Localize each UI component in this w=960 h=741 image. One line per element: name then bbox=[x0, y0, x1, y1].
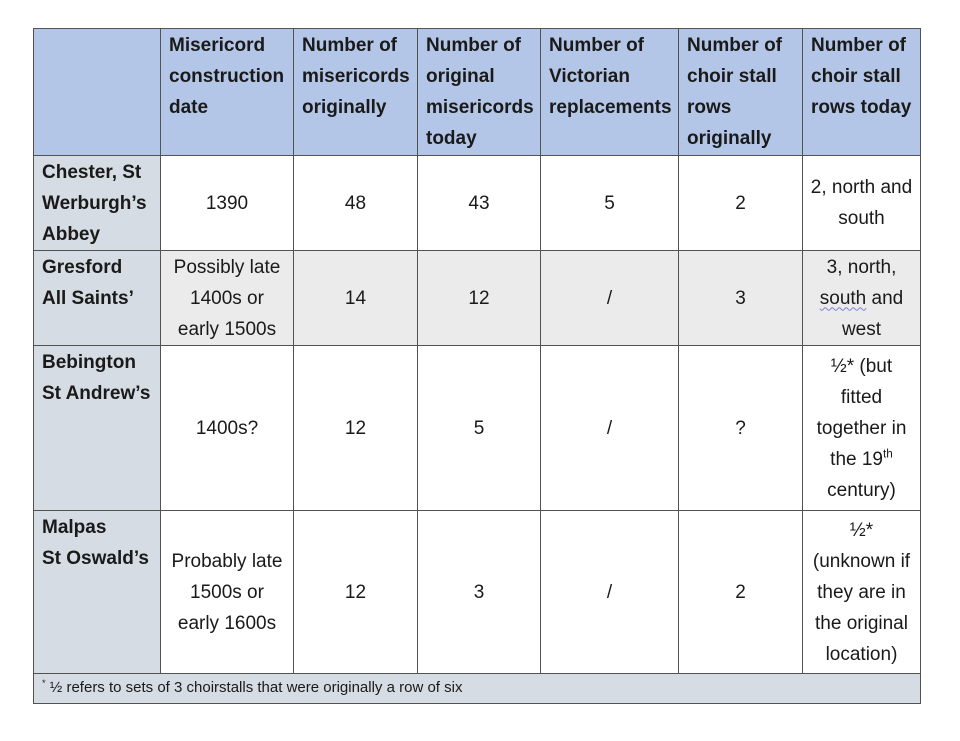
table-cell: 3 bbox=[678, 250, 803, 346]
table-cell: Probably late 1500s or early 1600s bbox=[160, 510, 294, 674]
header-construction-date: Misericord construction date bbox=[160, 28, 294, 156]
table-row-gresford: Gresford All Saints’ Possibly late 1400s… bbox=[33, 250, 921, 346]
table-cell: / bbox=[540, 510, 679, 674]
table-cell: 3 bbox=[417, 510, 541, 674]
table-cell: 2 bbox=[678, 510, 803, 674]
table-cell: 2, north and south bbox=[802, 155, 921, 251]
table-cell: 12 bbox=[417, 250, 541, 346]
table-row-malpas: Malpas St Oswald’s Probably late 1500s o… bbox=[33, 510, 921, 674]
table-cell: 12 bbox=[293, 510, 418, 674]
table-cell: Possibly late 1400s or early 1500s bbox=[160, 250, 294, 346]
header-original-misericords-today: Number of original misericords today bbox=[417, 28, 541, 156]
header-row: Misericord construction date Number of m… bbox=[33, 28, 921, 156]
table-cell: ½* (but fitted together in the 19th cent… bbox=[802, 345, 921, 511]
row-header-malpas: Malpas St Oswald’s bbox=[33, 510, 161, 674]
table-cell: 5 bbox=[540, 155, 679, 251]
header-misericords-originally: Number of misericords originally bbox=[293, 28, 418, 156]
table-cell: 12 bbox=[293, 345, 418, 511]
table-cell: 2 bbox=[678, 155, 803, 251]
table-row-bebington: Bebington St Andrew’s 1400s? 12 5 / ? ½*… bbox=[33, 345, 921, 511]
table-cell: ½* (unknown if they are in the original … bbox=[802, 510, 921, 674]
table-cell: 48 bbox=[293, 155, 418, 251]
header-empty-cell bbox=[33, 28, 161, 156]
table-cell: 43 bbox=[417, 155, 541, 251]
footnote: * ½ refers to sets of 3 choirstalls that… bbox=[33, 673, 921, 704]
footnote-row: * ½ refers to sets of 3 choirstalls that… bbox=[33, 673, 921, 704]
table-cell: 5 bbox=[417, 345, 541, 511]
table-cell: 14 bbox=[293, 250, 418, 346]
misericords-table: Misericord construction date Number of m… bbox=[33, 28, 921, 704]
table-cell: 1390 bbox=[160, 155, 294, 251]
header-victorian-replacements: Number of Victorian replacements bbox=[540, 28, 679, 156]
header-choir-stall-rows-today: Number of choir stall rows today bbox=[802, 28, 921, 156]
row-header-bebington: Bebington St Andrew’s bbox=[33, 345, 161, 511]
table-cell: 1400s? bbox=[160, 345, 294, 511]
table-cell: / bbox=[540, 345, 679, 511]
row-header-gresford: Gresford All Saints’ bbox=[33, 250, 161, 346]
row-header-chester: Chester, St Werburgh’s Abbey bbox=[33, 155, 161, 251]
header-choir-stall-rows-originally: Number of choir stall rows originally bbox=[678, 28, 803, 156]
table-row-chester: Chester, St Werburgh’s Abbey 1390 48 43 … bbox=[33, 155, 921, 251]
table-cell: / bbox=[540, 250, 679, 346]
table-cell: 3, north, south and west bbox=[802, 250, 921, 346]
table-cell: ? bbox=[678, 345, 803, 511]
